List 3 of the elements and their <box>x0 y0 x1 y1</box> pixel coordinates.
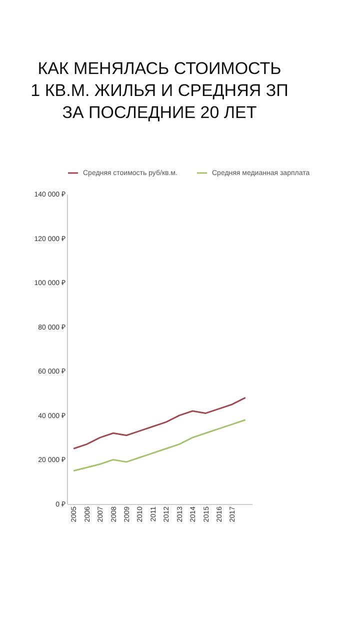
line-series <box>72 396 246 450</box>
line-series <box>72 419 246 472</box>
chart-title: КАК МЕНЯЛАСЬ СТОИМОСТЬ 1 КВ.М. ЖИЛЬЯ И СРЕДНЯЯ ЗП ЗА ПОСЛЕДНИЕ 20 ЛЕТ <box>30 59 288 122</box>
